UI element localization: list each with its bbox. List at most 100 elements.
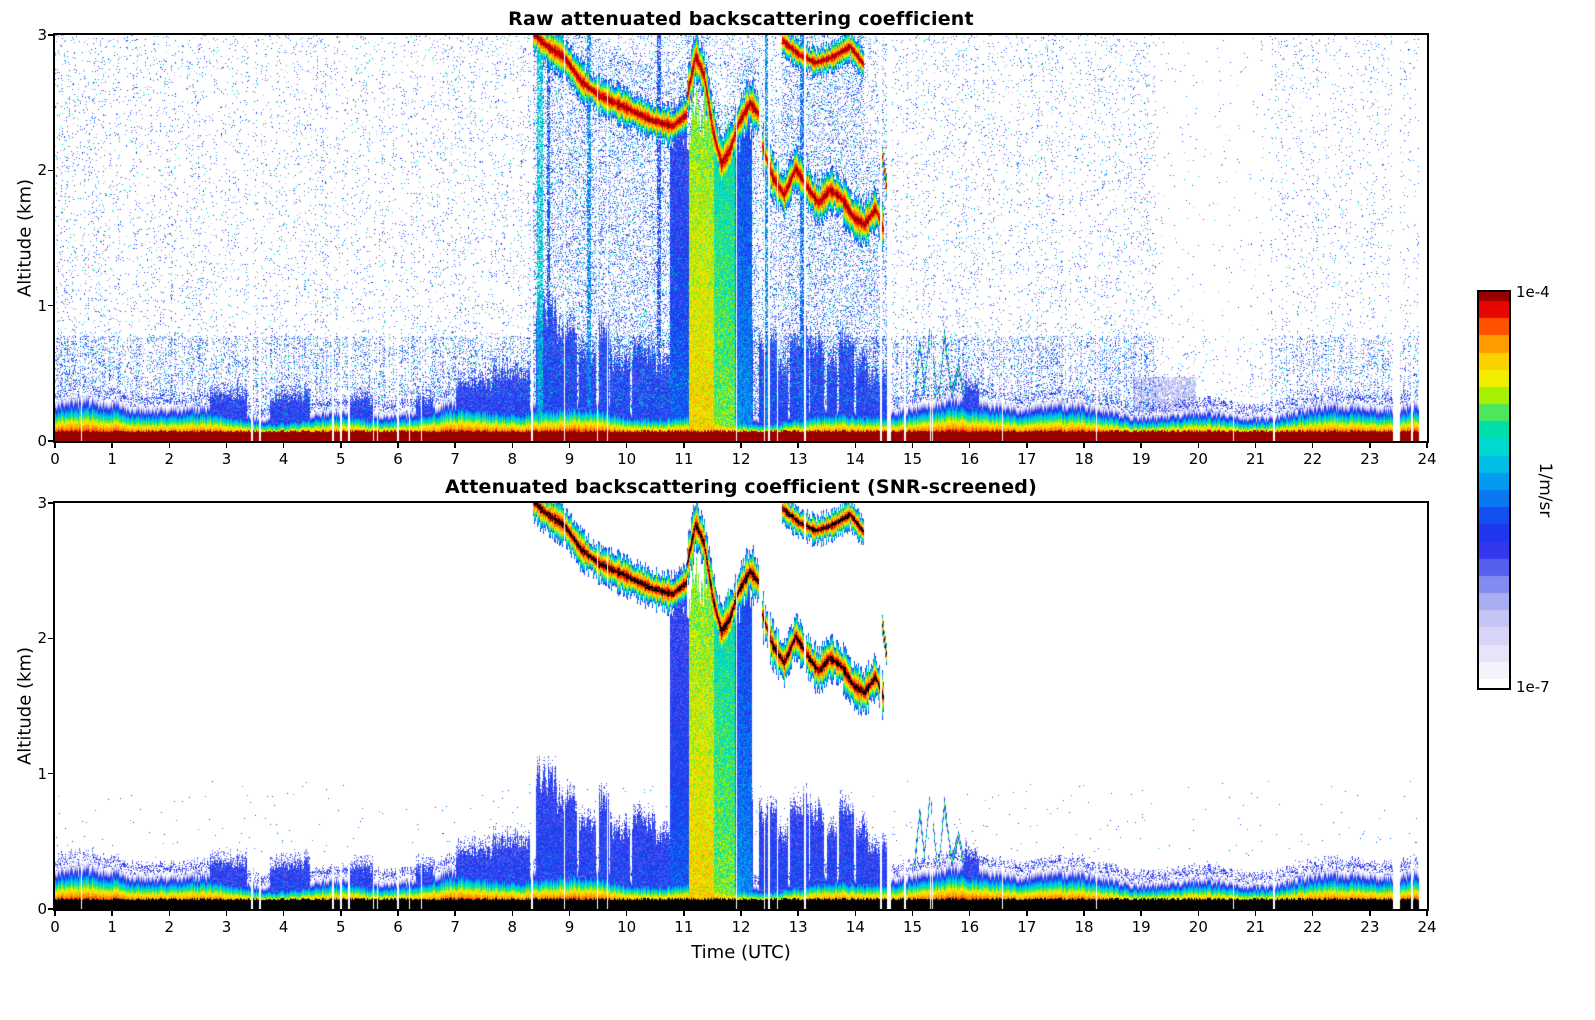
x-tick-mark [1254,443,1257,448]
x-tick-mark [1426,443,1428,448]
y-tick-mark [48,908,53,910]
x-tick-label: 1 [107,918,117,936]
x-tick-mark [111,911,113,916]
colorbar [1477,290,1511,690]
x-tick-mark [1140,443,1142,448]
x-tick-mark [168,911,171,916]
x-tick-mark [740,911,742,916]
y-tick-label: 1 [37,296,47,315]
x-tick-label: 23 [1360,918,1380,936]
panel-raw-plot [53,33,1429,443]
x-tick-label: 24 [1417,450,1437,468]
x-tick-mark [1254,911,1257,916]
x-tick-mark [740,443,742,448]
x-tick-label: 0 [50,918,60,936]
x-tick-mark [454,911,456,916]
x-tick-label: 0 [50,450,60,468]
x-tick-label: 16 [960,918,980,936]
x-tick-label: 22 [1303,918,1323,936]
x-tick-mark [1140,911,1142,916]
x-tick-label: 18 [1074,918,1094,936]
x-tick-label: 8 [507,918,518,936]
x-tick-mark [1311,911,1314,916]
x-tick-mark [625,443,628,448]
x-tick-label: 9 [564,918,575,936]
x-tick-mark [1083,911,1085,916]
y-tick-label: 0 [37,432,47,450]
x-tick-label: 5 [336,918,346,936]
x-tick-label: 15 [902,450,923,468]
x-tick-mark [340,443,342,448]
x-tick-label: 19 [1131,918,1151,936]
x-tick-mark [111,443,113,448]
x-tick-mark [968,443,971,448]
x-tick-mark [282,443,285,448]
colorbar-max-label: 1e-4 [1516,283,1550,301]
x-tick-label: 13 [788,450,808,468]
x-tick-label: 2 [164,450,175,468]
x-tick-mark [225,911,228,916]
heatmap-canvas-raw [55,35,1427,441]
x-tick-mark [1426,911,1428,916]
x-tick-label: 8 [507,450,518,468]
x-tick-mark [854,911,857,916]
x-tick-mark [454,443,456,448]
x-tick-mark [168,443,171,448]
x-tick-mark [797,443,799,448]
x-tick-mark [54,911,56,916]
x-tick-mark [1026,443,1028,448]
x-tick-mark [511,443,514,448]
y-tick-label: 1 [37,764,47,783]
x-tick-label: 3 [221,450,232,468]
y-tick-label: 3 [37,26,47,44]
x-tick-label: 3 [221,918,232,936]
x-tick-label: 24 [1417,918,1437,936]
y-tick-label: 0 [37,900,47,918]
x-tick-label: 6 [393,450,403,468]
x-tick-label: 10 [617,450,637,468]
y-tick-mark [48,502,53,504]
x-tick-label: 17 [1017,918,1037,936]
x-tick-mark [911,911,914,916]
x-axis-label: Time (UTC) [691,942,791,963]
x-tick-mark [225,443,228,448]
x-tick-label: 5 [336,450,346,468]
x-tick-label: 21 [1245,450,1266,468]
x-tick-mark [1197,911,1200,916]
panel-screened-ylabel: Altitude (km) [14,646,36,766]
x-tick-label: 18 [1074,450,1094,468]
x-tick-label: 23 [1360,450,1380,468]
x-tick-label: 7 [450,918,460,936]
x-tick-mark [282,911,285,916]
x-tick-label: 20 [1188,918,1208,936]
x-tick-label: 21 [1245,918,1266,936]
y-tick-mark [48,772,53,775]
x-tick-mark [854,443,857,448]
x-tick-label: 11 [674,918,694,936]
x-tick-mark [683,911,685,916]
y-tick-mark [48,637,53,640]
x-tick-mark [797,911,799,916]
colorbar-min-label: 1e-7 [1516,678,1550,696]
y-tick-mark [48,169,53,172]
colorbar-canvas [1479,292,1509,688]
panel-raw-ylabel: Altitude (km) [14,178,36,298]
x-tick-mark [1311,443,1314,448]
x-tick-mark [625,911,628,916]
x-tick-label: 6 [393,918,403,936]
x-tick-mark [911,443,914,448]
x-tick-label: 13 [788,918,808,936]
x-tick-label: 14 [845,450,865,468]
x-tick-mark [397,443,399,448]
x-tick-mark [968,911,971,916]
x-tick-label: 2 [164,918,175,936]
x-tick-label: 4 [278,918,289,936]
x-tick-label: 17 [1017,450,1037,468]
y-tick-mark [48,440,53,442]
x-tick-label: 12 [731,450,751,468]
x-tick-mark [511,911,514,916]
heatmap-canvas-screened [55,503,1427,909]
x-tick-mark [397,911,399,916]
y-tick-label: 2 [37,161,47,180]
x-tick-mark [1197,443,1200,448]
